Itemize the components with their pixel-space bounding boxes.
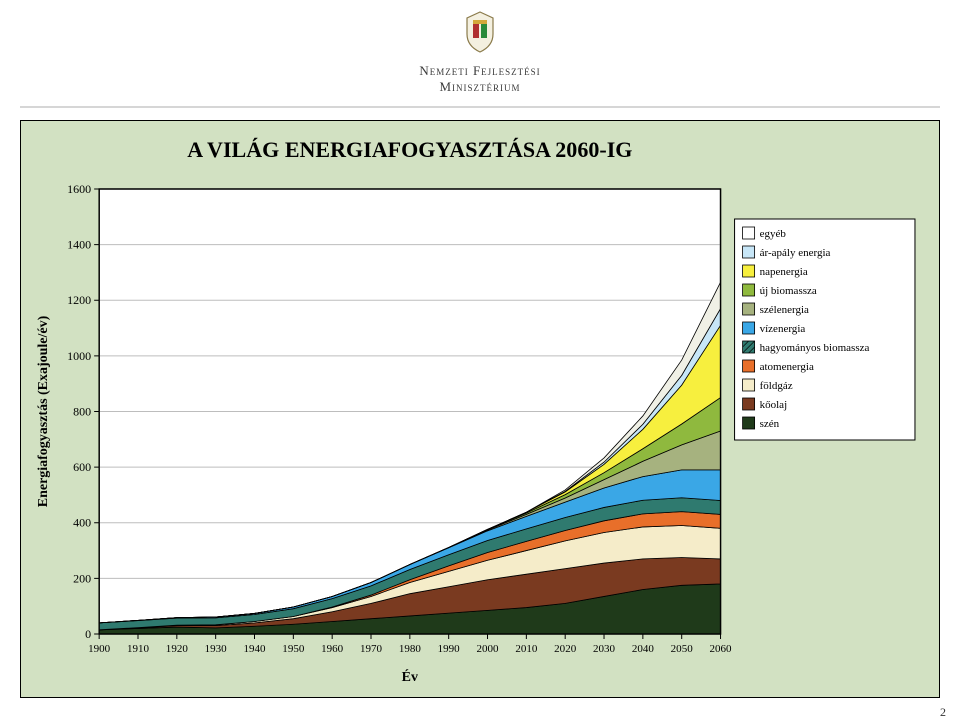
legend-swatch bbox=[743, 246, 755, 258]
legend-swatch bbox=[743, 322, 755, 334]
legend-swatch bbox=[743, 284, 755, 296]
legend-label: szélenergia bbox=[760, 304, 809, 316]
legend-label: atomenergia bbox=[760, 361, 814, 373]
page-number: 2 bbox=[940, 705, 946, 720]
legend-swatch bbox=[743, 265, 755, 277]
header-rule bbox=[20, 106, 940, 108]
xtick-label: 2030 bbox=[593, 643, 616, 655]
chart-title: A VILÁG ENERGIAFOGYASZTÁSA 2060-IG bbox=[187, 137, 632, 162]
legend-swatch bbox=[743, 398, 755, 410]
ytick-label: 1200 bbox=[67, 293, 91, 307]
legend-label: kőolaj bbox=[760, 399, 788, 411]
legend-swatch bbox=[743, 360, 755, 372]
legend-swatch bbox=[743, 417, 755, 429]
xtick-label: 1900 bbox=[88, 643, 111, 655]
xtick-label: 2020 bbox=[554, 643, 577, 655]
legend-label: egyéb bbox=[760, 228, 787, 240]
ministry-name: Nemzeti Fejlesztési Minisztérium bbox=[0, 63, 960, 94]
legend-swatch bbox=[743, 379, 755, 391]
xtick-label: 1940 bbox=[243, 643, 266, 655]
legend-label: szén bbox=[760, 418, 780, 430]
xtick-label: 1920 bbox=[166, 643, 189, 655]
ytick-label: 1400 bbox=[67, 238, 91, 252]
xtick-label: 1950 bbox=[282, 643, 305, 655]
crest-icon bbox=[463, 10, 497, 54]
legend-label: hagyományos biomassza bbox=[760, 342, 870, 354]
legend-swatch bbox=[743, 303, 755, 315]
xtick-label: 2010 bbox=[515, 643, 538, 655]
x-axis-label: Év bbox=[402, 668, 418, 685]
legend-swatch bbox=[743, 227, 755, 239]
y-axis-label: Energiafogyasztás (Exajoule/év) bbox=[36, 315, 51, 507]
chart-svg-wrap: 0 200 400 600 800 1000 1200 1400 1600 1900 1910 192… bbox=[29, 129, 931, 689]
page-header: Nemzeti Fejlesztési Minisztérium bbox=[0, 0, 960, 100]
legend-label: ár-apály energia bbox=[760, 247, 831, 259]
ytick-label: 0 bbox=[85, 627, 91, 641]
xtick-label: 1910 bbox=[127, 643, 150, 655]
xtick-label: 2050 bbox=[671, 643, 694, 655]
xtick-label: 1970 bbox=[360, 643, 383, 655]
xtick-label: 2000 bbox=[477, 643, 500, 655]
legend-label: földgáz bbox=[760, 380, 793, 392]
legend-label: új biomassza bbox=[760, 285, 817, 297]
ministry-line-2: Minisztérium bbox=[439, 79, 520, 94]
ytick-label: 200 bbox=[73, 571, 91, 585]
legend-label: napenergia bbox=[760, 266, 808, 278]
xtick-label: 2060 bbox=[710, 643, 733, 655]
xtick-label: 1960 bbox=[321, 643, 344, 655]
chart-card: 0 200 400 600 800 1000 1200 1400 1600 1900 1910 192… bbox=[20, 120, 940, 698]
xtick-label: 1980 bbox=[399, 643, 422, 655]
ministry-line-1: Nemzeti Fejlesztési bbox=[419, 63, 540, 78]
xtick-label: 2040 bbox=[632, 643, 655, 655]
ytick-label: 400 bbox=[73, 516, 91, 530]
ytick-label: 600 bbox=[73, 460, 91, 474]
ytick-label: 1600 bbox=[67, 182, 91, 196]
xtick-label: 1990 bbox=[438, 643, 461, 655]
energy-area-chart: 0 200 400 600 800 1000 1200 1400 1600 1900 1910 192… bbox=[29, 129, 931, 689]
ytick-label: 800 bbox=[73, 405, 91, 419]
legend-label: vízenergia bbox=[760, 323, 806, 335]
ytick-label: 1000 bbox=[67, 349, 91, 363]
xtick-label: 1930 bbox=[205, 643, 228, 655]
